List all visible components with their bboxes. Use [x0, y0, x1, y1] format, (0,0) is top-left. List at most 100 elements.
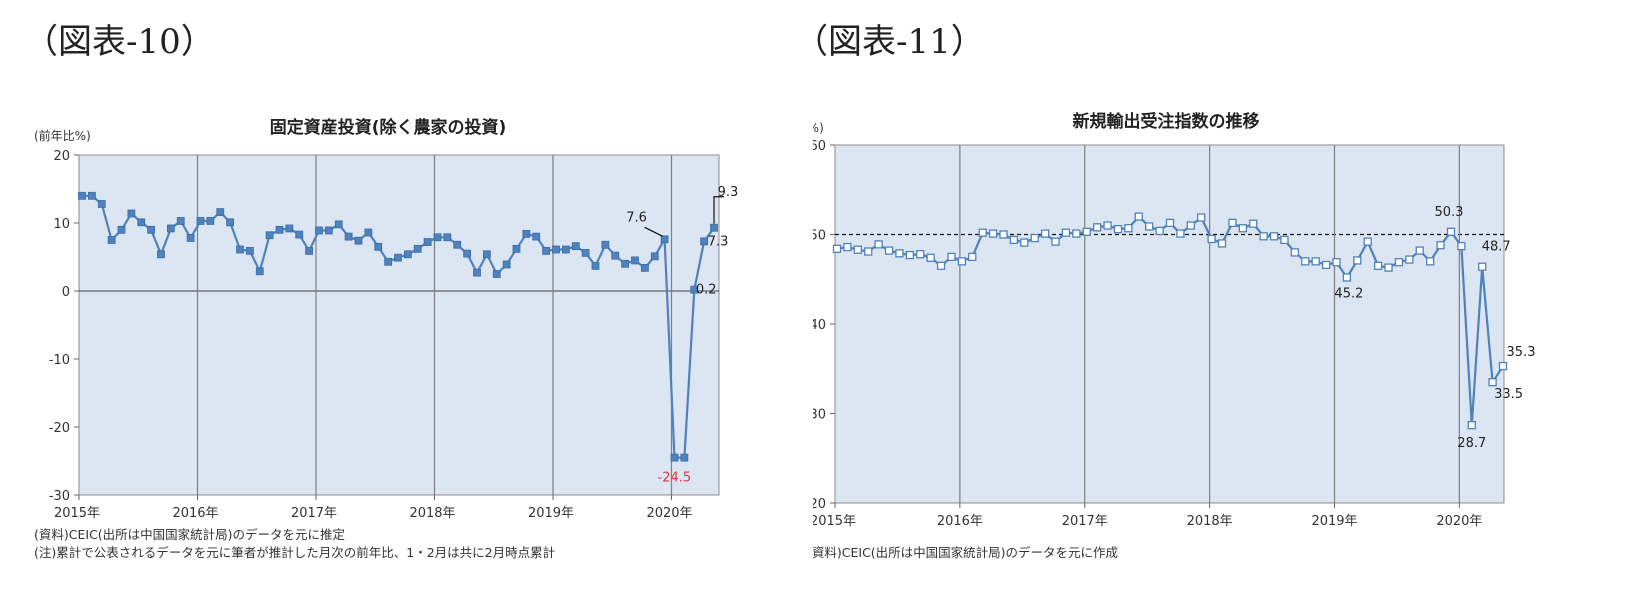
data-point	[1311, 257, 1320, 266]
data-point	[978, 228, 987, 237]
data-point	[1020, 238, 1029, 247]
data-point	[1269, 232, 1279, 241]
data-point	[1321, 260, 1331, 270]
data-point	[1238, 224, 1247, 233]
plot-area	[78, 154, 720, 496]
chart-panel-new-export-orders: （図表-11） 新規輸出受注指数の推移 (%) 60 50 40 30 20 2015年 2016…	[813, 0, 1626, 616]
data-point	[196, 217, 205, 225]
y-tick-label: -20	[49, 421, 70, 436]
fixed-asset-investment-chart: （図表-10） 固定資産投資(除く農家の投資) (前年比%) 20 10 0 -10 -20 -…	[24, 22, 739, 560]
data-point	[936, 261, 946, 270]
data-point	[245, 246, 254, 255]
data-point	[640, 263, 649, 272]
data-label: 9.3	[718, 185, 739, 200]
data-point	[1082, 227, 1091, 236]
figure-label: （図表-11）	[813, 22, 985, 62]
data-point	[482, 250, 491, 259]
chart-title: 固定資産投資(除く農家の投資)	[270, 117, 507, 138]
x-tick-label: 2020年	[1436, 514, 1482, 529]
data-point	[315, 226, 323, 235]
data-point	[295, 230, 304, 239]
data-point	[957, 257, 967, 266]
y-tick-label: -10	[49, 353, 70, 368]
data-point	[1165, 218, 1175, 228]
x-tick-label: 2016年	[172, 506, 218, 521]
y-tick-label: 60	[813, 139, 826, 154]
data-point	[473, 268, 481, 277]
data-label: 33.5	[1494, 387, 1523, 402]
data-point	[700, 237, 709, 246]
data-point	[453, 240, 462, 249]
data-point	[78, 191, 86, 200]
data-label: 0.2	[696, 283, 717, 298]
data-point	[522, 229, 531, 238]
data-point	[916, 250, 925, 259]
y-tick-label: -30	[49, 489, 70, 504]
source-note: (資料)CEIC(出所は中国国家統計局)のデータを元に推定	[34, 527, 345, 542]
data-point	[1280, 235, 1289, 245]
data-point	[166, 224, 175, 233]
data-point	[650, 252, 659, 261]
data-point	[512, 244, 521, 253]
data-label: 45.2	[1334, 286, 1363, 301]
data-point	[1457, 241, 1466, 251]
x-tick-label: 2017年	[291, 506, 337, 521]
data-point	[1186, 221, 1195, 230]
data-point	[374, 242, 383, 251]
data-point	[1488, 378, 1497, 387]
data-point	[542, 246, 551, 255]
y-tick-label: 0	[62, 285, 70, 300]
chart-title: 新規輸出受注指数の推移	[1073, 111, 1260, 132]
data-point	[1301, 257, 1310, 266]
data-point	[216, 208, 225, 217]
data-point	[621, 259, 630, 268]
x-tick-label: 2016年	[937, 514, 983, 529]
data-point	[601, 240, 610, 249]
data-point	[1436, 241, 1445, 250]
data-point	[87, 191, 96, 200]
data-point	[1072, 229, 1081, 238]
data-point	[226, 218, 235, 227]
data-point	[1176, 229, 1185, 238]
x-tick-label: 2018年	[409, 506, 455, 521]
data-point	[502, 260, 511, 269]
data-point	[403, 250, 412, 259]
data-point	[660, 235, 669, 244]
x-tick-label: 2015年	[813, 514, 856, 529]
data-label: -24.5	[658, 471, 692, 486]
x-tick-label: 2017年	[1062, 514, 1108, 529]
data-point	[275, 225, 284, 234]
figure-label: （図表-10）	[24, 22, 215, 62]
data-label-leader	[644, 226, 663, 237]
data-point	[690, 285, 699, 294]
x-tick-label: 2015年	[54, 506, 100, 521]
data-point	[1134, 212, 1143, 221]
data-point	[853, 245, 862, 254]
data-point	[394, 253, 402, 262]
new-export-orders-chart: （図表-11） 新規輸出受注指数の推移 (%) 60 50 40 30 20 2015年 2016…	[813, 22, 1535, 560]
data-label: 7.3	[708, 234, 729, 249]
data-point	[571, 242, 580, 251]
data-point	[324, 226, 333, 235]
data-point	[443, 233, 452, 242]
data-point	[926, 253, 935, 262]
x-tick-label: 2019年	[528, 506, 574, 521]
data-point	[117, 225, 126, 234]
y-tick-label: 30	[813, 408, 826, 423]
x-tick-label: 2019年	[1311, 514, 1357, 529]
data-point	[1217, 239, 1227, 248]
data-point	[895, 249, 904, 258]
data-point	[176, 217, 185, 225]
data-point	[1113, 224, 1123, 234]
data-point	[1394, 258, 1404, 267]
y-tick-label: 10	[53, 217, 70, 232]
y-tick-label: 40	[813, 318, 826, 333]
data-point	[670, 453, 679, 462]
y-tick-label: 20	[53, 149, 70, 164]
data-point	[1155, 226, 1164, 236]
source-note: (注)累計で公表されるデータを元に筆者が推計した月次の前年比、1・2月は共に2月…	[34, 545, 555, 560]
data-point	[265, 231, 274, 240]
y-tick-label: 50	[813, 229, 826, 244]
data-label: 7.6	[626, 210, 647, 225]
data-point	[1415, 246, 1424, 255]
